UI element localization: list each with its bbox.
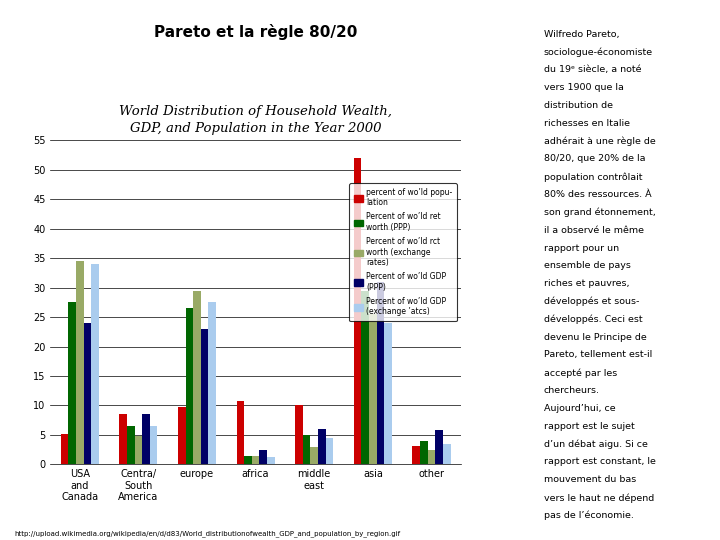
Bar <box>361 291 369 464</box>
Text: développés et sous-: développés et sous- <box>544 297 639 307</box>
Text: développés. Ceci est: développés. Ceci est <box>544 315 642 325</box>
Legend: percent of wo’ld popu-
lation, Percent of wo’ld ret
worth (PPP), Percent of wo’l: percent of wo’ld popu- lation, Percent o… <box>349 183 457 321</box>
Bar <box>436 430 443 464</box>
Text: ensemble de pays: ensemble de pays <box>544 261 631 271</box>
Text: riches et pauvres,: riches et pauvres, <box>544 279 629 288</box>
Text: Pareto et la règle 80/20: Pareto et la règle 80/20 <box>154 24 357 40</box>
Bar <box>325 438 333 464</box>
Text: population contrôlait: population contrôlait <box>544 172 642 182</box>
Bar <box>193 291 201 464</box>
Text: World Distribution of Household Wealth,
GDP, and Population in the Year 2000: World Distribution of Household Wealth, … <box>119 105 392 135</box>
Bar <box>91 264 99 464</box>
Bar <box>252 456 259 464</box>
Bar <box>354 158 361 464</box>
Bar <box>68 302 76 464</box>
Text: il a observé le même: il a observé le même <box>544 226 644 235</box>
Bar <box>178 407 186 464</box>
Bar <box>142 414 150 464</box>
Bar <box>377 282 384 464</box>
Bar <box>413 446 420 464</box>
Bar <box>303 435 310 464</box>
Bar <box>120 414 127 464</box>
Bar <box>60 434 68 464</box>
Bar <box>186 308 193 464</box>
Text: rapport pour un: rapport pour un <box>544 244 618 253</box>
Text: son grand étonnement,: son grand étonnement, <box>544 208 655 218</box>
Text: vers 1900 que la: vers 1900 que la <box>544 83 624 92</box>
Text: adhérait à une règle de: adhérait à une règle de <box>544 137 655 146</box>
Text: accepté par les: accepté par les <box>544 368 617 378</box>
Text: vers le haut ne dépend: vers le haut ne dépend <box>544 493 654 503</box>
Text: mouvement du bas: mouvement du bas <box>544 475 636 484</box>
Text: Pareto, tellement est-il: Pareto, tellement est-il <box>544 350 652 360</box>
Bar <box>244 456 252 464</box>
Text: pas de l’économie.: pas de l’économie. <box>544 511 634 521</box>
Text: rapport est le sujet: rapport est le sujet <box>544 422 634 431</box>
Bar <box>76 261 84 464</box>
Text: du 19ᵉ siècle, a noté: du 19ᵉ siècle, a noté <box>544 65 641 75</box>
Bar <box>237 401 244 464</box>
Text: devenu le Principe de: devenu le Principe de <box>544 333 647 342</box>
Text: chercheurs.: chercheurs. <box>544 386 600 395</box>
Text: Wilfredo Pareto,: Wilfredo Pareto, <box>544 30 619 39</box>
Text: sociologue-économiste: sociologue-économiste <box>544 48 653 57</box>
Text: distribution de: distribution de <box>544 101 613 110</box>
Bar <box>135 436 142 464</box>
Bar <box>150 426 158 464</box>
Bar <box>443 444 451 464</box>
Bar <box>384 323 392 464</box>
Bar <box>420 441 428 464</box>
Bar <box>428 450 436 464</box>
Bar <box>310 447 318 464</box>
Text: 80% des ressources. À: 80% des ressources. À <box>544 190 651 199</box>
Bar <box>208 302 216 464</box>
Bar <box>369 314 377 464</box>
Bar <box>259 450 267 464</box>
Text: Aujourd’hui, ce: Aujourd’hui, ce <box>544 404 615 413</box>
Text: richesses en Italie: richesses en Italie <box>544 119 629 128</box>
Bar <box>318 429 325 464</box>
Text: rapport est constant, le: rapport est constant, le <box>544 457 655 467</box>
Text: d’un débat aigu. Si ce: d’un débat aigu. Si ce <box>544 440 647 449</box>
Bar <box>267 457 274 464</box>
Bar <box>295 406 303 464</box>
Text: 80/20, que 20% de la: 80/20, que 20% de la <box>544 154 645 164</box>
Bar <box>84 323 91 464</box>
Bar <box>127 426 135 464</box>
Text: http://upload.wikimedia.org/wikipedia/en/d/d83/World_distributionofwealth_GDP_an: http://upload.wikimedia.org/wikipedia/en… <box>14 530 400 537</box>
Bar <box>201 329 208 464</box>
